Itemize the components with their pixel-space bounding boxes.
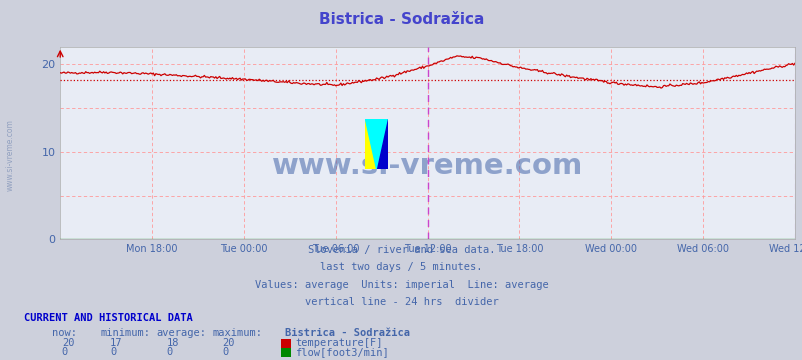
Text: 0: 0	[62, 347, 68, 357]
Text: CURRENT AND HISTORICAL DATA: CURRENT AND HISTORICAL DATA	[24, 312, 192, 323]
Text: flow[foot3/min]: flow[foot3/min]	[295, 347, 389, 357]
Text: 20: 20	[62, 338, 75, 348]
Text: 0: 0	[110, 347, 116, 357]
Text: vertical line - 24 hrs  divider: vertical line - 24 hrs divider	[304, 297, 498, 307]
Polygon shape	[365, 119, 387, 169]
Text: www.si-vreme.com: www.si-vreme.com	[272, 152, 582, 180]
Text: Values: average  Units: imperial  Line: average: Values: average Units: imperial Line: av…	[254, 280, 548, 290]
Text: average:: average:	[156, 328, 206, 338]
Text: 0: 0	[166, 347, 172, 357]
Text: 18: 18	[166, 338, 179, 348]
Text: Slovenia / river and sea data.: Slovenia / river and sea data.	[307, 245, 495, 255]
Text: Bistrica - Sodražica: Bistrica - Sodražica	[285, 328, 410, 338]
Text: temperature[F]: temperature[F]	[295, 338, 383, 348]
Text: maximum:: maximum:	[213, 328, 262, 338]
Text: www.si-vreme.com: www.si-vreme.com	[6, 119, 15, 191]
Text: now:: now:	[52, 328, 77, 338]
Text: minimum:: minimum:	[100, 328, 150, 338]
Text: Bistrica - Sodražica: Bistrica - Sodražica	[318, 12, 484, 27]
Text: last two days / 5 minutes.: last two days / 5 minutes.	[320, 262, 482, 273]
Text: 17: 17	[110, 338, 123, 348]
Polygon shape	[376, 119, 387, 169]
Text: 20: 20	[222, 338, 235, 348]
Polygon shape	[365, 119, 376, 169]
Text: 0: 0	[222, 347, 229, 357]
